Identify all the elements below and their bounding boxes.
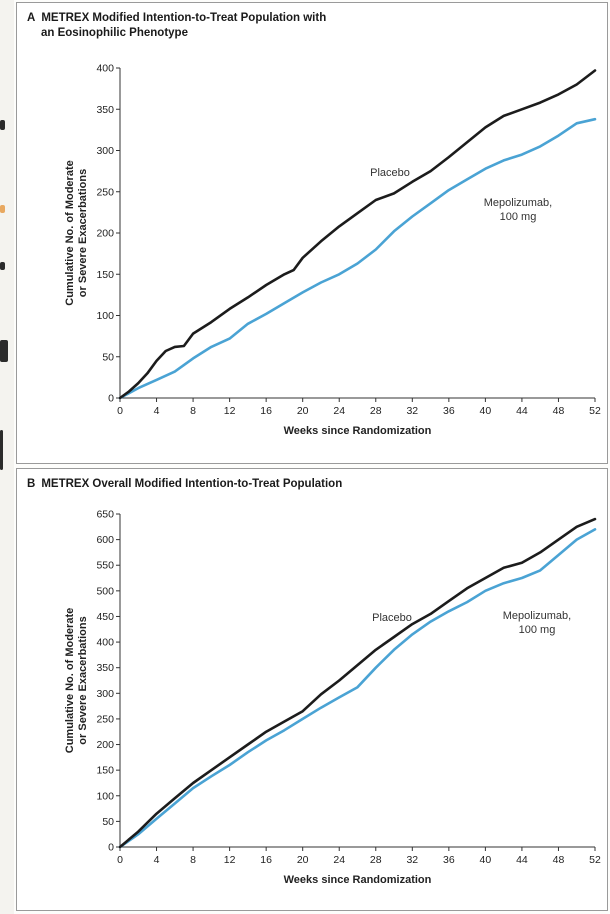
x-tick-label: 16	[260, 854, 272, 866]
y-axis-title-line: or Severe Exacerbations	[77, 616, 89, 744]
x-tick-label: 12	[224, 854, 236, 866]
y-tick-label: 150	[96, 269, 114, 281]
y-axis-title-line: Cumulative No. of Moderate	[64, 160, 76, 305]
y-tick-label: 50	[102, 351, 114, 363]
x-tick-label: 32	[406, 405, 418, 417]
placebo-series-label: Placebo	[372, 612, 412, 624]
x-tick-label: 4	[154, 854, 160, 866]
y-axis-title-line: Cumulative No. of Moderate	[64, 608, 76, 753]
x-tick-label: 20	[297, 405, 309, 417]
x-tick-label: 44	[516, 405, 528, 417]
x-tick-label: 48	[553, 405, 565, 417]
y-tick-label: 300	[96, 145, 114, 157]
x-axis-title: Weeks since Randomization	[284, 874, 432, 886]
y-tick-label: 100	[96, 790, 114, 802]
panel-a-title-text: METREX Modified Intention-to-Treat Popul…	[41, 12, 327, 24]
x-tick-label: 36	[443, 854, 455, 866]
x-tick-label: 48	[553, 854, 565, 866]
y-tick-label: 0	[108, 393, 114, 405]
chart-panel-b: B METREX Overall Modified Intention-to-Tr…	[16, 468, 608, 911]
y-tick-label: 50	[102, 816, 114, 828]
placebo-series-line	[118, 69, 597, 400]
y-tick-label: 200	[96, 739, 114, 751]
x-tick-label: 44	[516, 854, 528, 866]
mepolizumab-series-line	[118, 528, 597, 849]
edge-mark	[0, 340, 8, 362]
y-tick-label: 0	[108, 842, 114, 854]
edge-mark	[0, 430, 3, 470]
y-tick-label: 150	[96, 765, 114, 777]
panel-a-subtitle: an Eosinophilic Phenotype	[41, 27, 188, 39]
y-tick-label: 250	[96, 186, 114, 198]
panel-b-title: B METREX Overall Modified Intention-to-Tr…	[27, 477, 342, 492]
y-tick-label: 450	[96, 611, 114, 623]
y-tick-label: 300	[96, 688, 114, 700]
x-tick-label: 52	[589, 405, 601, 417]
y-tick-label: 250	[96, 713, 114, 725]
x-tick-label: 4	[154, 405, 160, 417]
x-tick-label: 8	[190, 405, 196, 417]
y-tick-label: 350	[96, 104, 114, 116]
y-axis-title-line: or Severe Exacerbations	[77, 169, 89, 297]
x-tick-label: 24	[333, 405, 345, 417]
edge-mark	[0, 262, 5, 270]
mepolizumab-series-label: Mepolizumab,	[503, 610, 571, 622]
x-tick-label: 16	[260, 405, 272, 417]
y-tick-label: 500	[96, 585, 114, 597]
y-tick-label: 600	[96, 534, 114, 546]
panel-a-title: A METREX Modified Intention-to-Treat Popu…	[27, 11, 326, 41]
edge-mark	[0, 205, 5, 213]
placebo-series-label: Placebo	[370, 167, 410, 179]
x-axis-title: Weeks since Randomization	[284, 425, 432, 437]
y-tick-label: 400	[96, 63, 114, 75]
panel-b-title-text: METREX Overall Modified Intention-to-Tre…	[41, 478, 343, 490]
chart-panel-a: A METREX Modified Intention-to-Treat Popu…	[16, 2, 608, 464]
x-tick-label: 0	[117, 405, 123, 417]
chart-b-svg: 0 50 100 150 200 250 300 350 400 450 500 550 600 650 0…	[64, 509, 601, 887]
x-tick-label: 20	[297, 854, 309, 866]
x-tick-label: 0	[117, 854, 123, 866]
y-tick-label: 650	[96, 509, 114, 521]
x-tick-label: 28	[370, 405, 382, 417]
x-tick-label: 40	[480, 405, 492, 417]
mepolizumab-series-label: Mepolizumab,	[484, 197, 552, 209]
edge-mark	[0, 120, 5, 130]
y-tick-label: 550	[96, 560, 114, 572]
y-tick-label: 400	[96, 637, 114, 649]
x-tick-label: 40	[480, 854, 492, 866]
panel-b-letter: B	[27, 478, 36, 490]
panel-a-letter: A	[27, 12, 36, 24]
mepolizumab-series-label: 100 mg	[519, 624, 556, 636]
left-edge-strip	[0, 0, 14, 914]
y-tick-label: 200	[96, 228, 114, 240]
x-tick-label: 28	[370, 854, 382, 866]
x-tick-label: 32	[406, 854, 418, 866]
x-tick-label: 24	[333, 854, 345, 866]
mepolizumab-series-line	[118, 117, 597, 400]
y-tick-label: 350	[96, 662, 114, 674]
y-tick-label: 100	[96, 310, 114, 322]
x-tick-label: 52	[589, 854, 601, 866]
x-tick-label: 12	[224, 405, 236, 417]
mepolizumab-series-label: 100 mg	[500, 211, 537, 223]
placebo-series-line	[118, 517, 597, 849]
x-tick-label: 8	[190, 854, 196, 866]
x-tick-label: 36	[443, 405, 455, 417]
